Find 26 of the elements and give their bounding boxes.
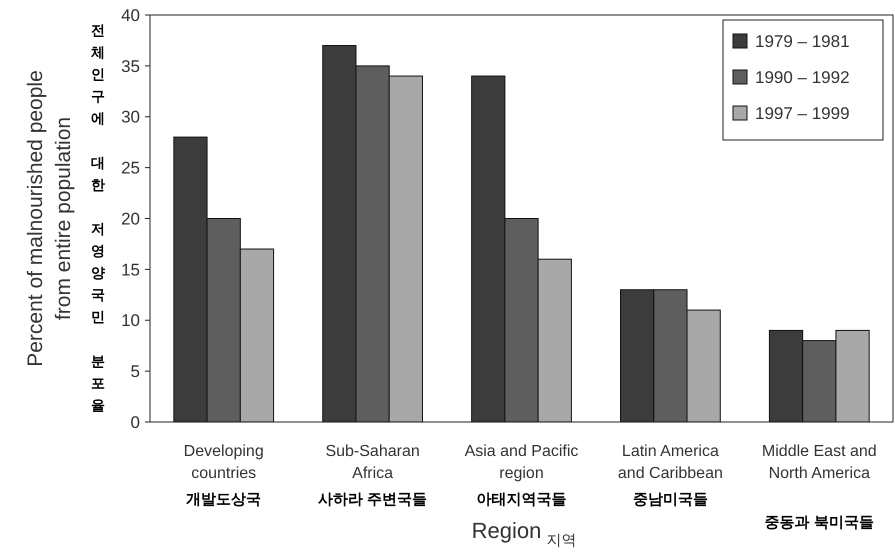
text: 개발도상국 [186,491,262,508]
legend-label: 1990 – 1992 [755,68,850,87]
text: 지역 [546,532,576,549]
x-tick-label: Latin America and Caribbean [618,443,723,482]
y-tick-label: 40 [121,6,140,25]
y-axis-title: Percent of malnourished people from entire population [24,70,75,367]
text: 사하라 주변국들 [318,491,428,508]
y-tick-label: 10 [121,311,140,330]
y-tick-label: 0 [130,412,140,432]
text: 중남미국들 [632,491,708,508]
x-tick-label: Middle East and North America [762,443,877,482]
x-tick-label: Asia and Pacific region [464,443,578,482]
y-tick-label: 20 [121,209,140,228]
y-tick-label: 15 [121,260,140,280]
text: 아태지역국들 [476,491,566,508]
legend-label: 1979 – 1981 [755,32,850,51]
x-tick-label: Sub-Saharan Africa [325,443,420,482]
y-tick-label: 30 [121,108,140,127]
text: 전체인구에 대한 저영양국민 분포율 [91,22,105,413]
legend-label: 1997 – 1999 [755,104,850,123]
y-tick-label: 25 [121,158,140,178]
y-tick-label: 35 [121,56,140,76]
text: 중동과 북미국들 [764,514,874,531]
y-tick-label: 5 [130,362,140,382]
x-tick-label: Developing countries [184,443,264,482]
x-axis-title: Region [472,518,542,543]
